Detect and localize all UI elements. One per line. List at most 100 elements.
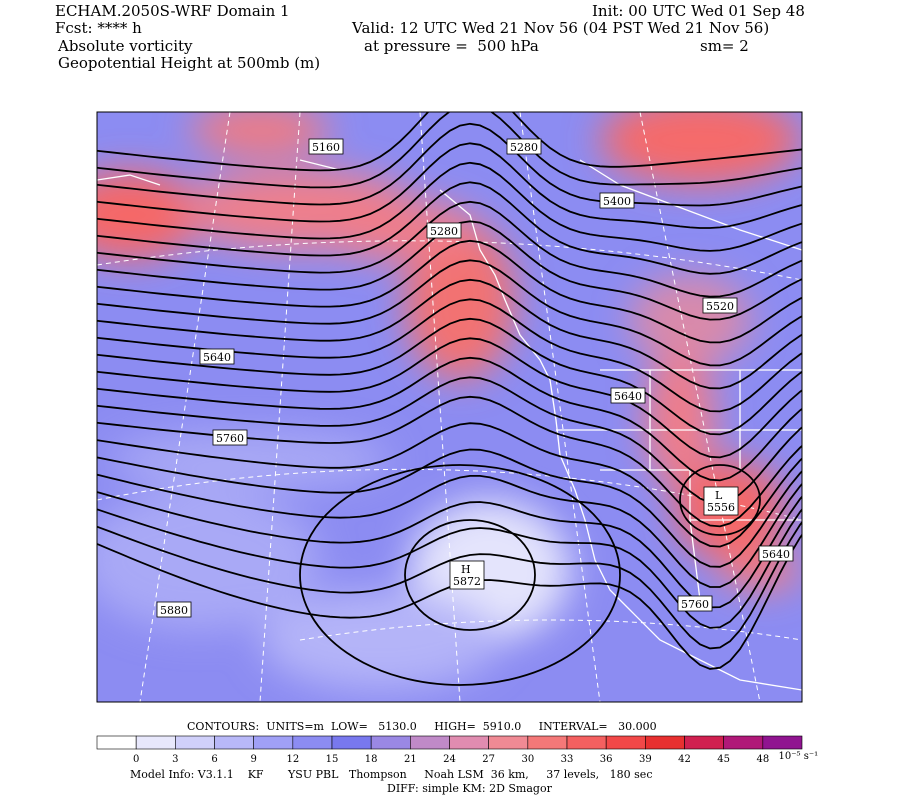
colorbar-box (449, 735, 489, 750)
colorbar-box (723, 735, 764, 750)
forecast-hour: Fcst: **** h (55, 19, 142, 37)
colorbar-tick-label: 12 (286, 754, 299, 765)
colorbar-box (253, 735, 294, 750)
contour-line (97, 317, 802, 436)
contour-label: 5640 (762, 548, 790, 561)
graticule (97, 112, 802, 702)
colorbar-tick-label: 3 (172, 754, 178, 765)
contour-label: 5280 (430, 225, 458, 238)
colorbar-tick-label: 45 (717, 754, 730, 765)
high-value: 5872 (453, 575, 481, 588)
colorbar-box (645, 735, 685, 750)
colorbar-tick-label: 42 (678, 754, 691, 765)
colorbar-box (527, 735, 568, 750)
contour-line (97, 259, 802, 367)
contour-label: 5400 (603, 195, 631, 208)
contour-label-box (702, 297, 738, 314)
pressure-level: at pressure = 500 hPa (364, 37, 539, 55)
colorbar-box (135, 735, 176, 750)
contour-line (97, 112, 802, 189)
colorbar-tick-label: 6 (211, 754, 217, 765)
contour-line (97, 395, 802, 528)
contour-label: 5880 (160, 604, 188, 617)
contour-label-box (677, 595, 713, 612)
colorbar-tick-label: 36 (600, 754, 613, 765)
contour-label-box (599, 192, 635, 209)
contour-line (404, 519, 536, 631)
contour-label-box (308, 138, 344, 155)
contour-line (97, 239, 802, 344)
title: ECHAM.2050S-WRF Domain 1 (55, 2, 290, 20)
contour-line (97, 422, 802, 548)
low-letter: L (715, 489, 723, 502)
contour-label-box (199, 348, 235, 365)
model-info: Model Info: V3.1.1 KF YSU PBL Thompson N… (130, 768, 653, 781)
colorbar-box (566, 735, 607, 750)
contour-line (97, 508, 802, 629)
contour-label-box (426, 222, 462, 239)
contour-label: 5760 (216, 432, 244, 445)
colorbar-box (605, 735, 646, 750)
diff-info: DIFF: simple KM: 2D Smagor (387, 782, 552, 795)
contour-label-box (156, 601, 192, 618)
colorbar-box (175, 735, 215, 750)
contour-label-box (610, 387, 646, 404)
colorbar-box (214, 735, 254, 750)
contour-line (97, 473, 802, 588)
colorbar-box (370, 735, 411, 750)
contour-line (97, 491, 802, 609)
colorbar-tick-label: 27 (482, 754, 495, 765)
field-name: Absolute vorticity (58, 37, 193, 55)
smoothing: sm= 2 (700, 37, 749, 55)
contour-label: 5160 (312, 141, 340, 154)
map-frame (96, 111, 803, 703)
colorbar-tick-label: 30 (521, 754, 534, 765)
contour-line (97, 278, 802, 390)
contour-label-box (506, 138, 542, 155)
contour-label-box (758, 545, 794, 562)
colorbar-tick-label: 48 (756, 754, 769, 765)
high-box (449, 560, 485, 590)
contour-label: 5520 (706, 300, 734, 313)
contour-label: 5280 (510, 141, 538, 154)
colorbar-tick-label: 9 (250, 754, 256, 765)
init-time: Init: 00 UTC Wed 01 Sep 48 (592, 2, 805, 20)
low-box (703, 486, 739, 516)
colorbar-box (762, 735, 803, 750)
high-letter: H (461, 563, 471, 576)
colorbar-unit: 10⁻⁵ s⁻¹ (779, 751, 819, 762)
contour-line (97, 448, 802, 568)
contour-label: 5760 (681, 598, 709, 611)
contour-line (97, 112, 802, 172)
contour-label-box (212, 429, 248, 446)
contour-line (97, 356, 802, 482)
contour-label: 5640 (614, 390, 642, 403)
contour-line (97, 161, 802, 252)
coastlines (97, 159, 802, 691)
contour-field: Geopotential Height at 500mb (m) (58, 54, 321, 72)
colorbar-tick-label: 24 (443, 754, 456, 765)
contour-info: CONTOURS: UNITS=m LOW= 5130.0 HIGH= 5910… (187, 720, 657, 733)
contour-line (97, 200, 802, 298)
contour-line (97, 376, 802, 505)
valid-time: Valid: 12 UTC Wed 21 Nov 56 (04 PST Wed … (352, 19, 770, 37)
colorbar-box (488, 735, 529, 750)
colorbar-box (96, 735, 137, 750)
colorbar-tick-label: 21 (404, 754, 417, 765)
colorbar-tick-label: 39 (639, 754, 652, 765)
colorbar-tick-label: 18 (365, 754, 378, 765)
contour-line (97, 337, 802, 459)
contour-line (97, 122, 802, 207)
contour-line (679, 464, 761, 536)
contour-line (97, 520, 802, 650)
colorbar-tick-label: 33 (561, 754, 574, 765)
low-value: 5556 (707, 501, 735, 514)
contour-line (299, 464, 621, 686)
colorbar-box (331, 735, 372, 750)
colorbar-box (292, 735, 333, 750)
colorbar-box (684, 735, 724, 750)
colorbar-tick-label: 15 (326, 754, 339, 765)
contour-label: 5640 (203, 351, 231, 364)
contour-line (97, 142, 802, 229)
